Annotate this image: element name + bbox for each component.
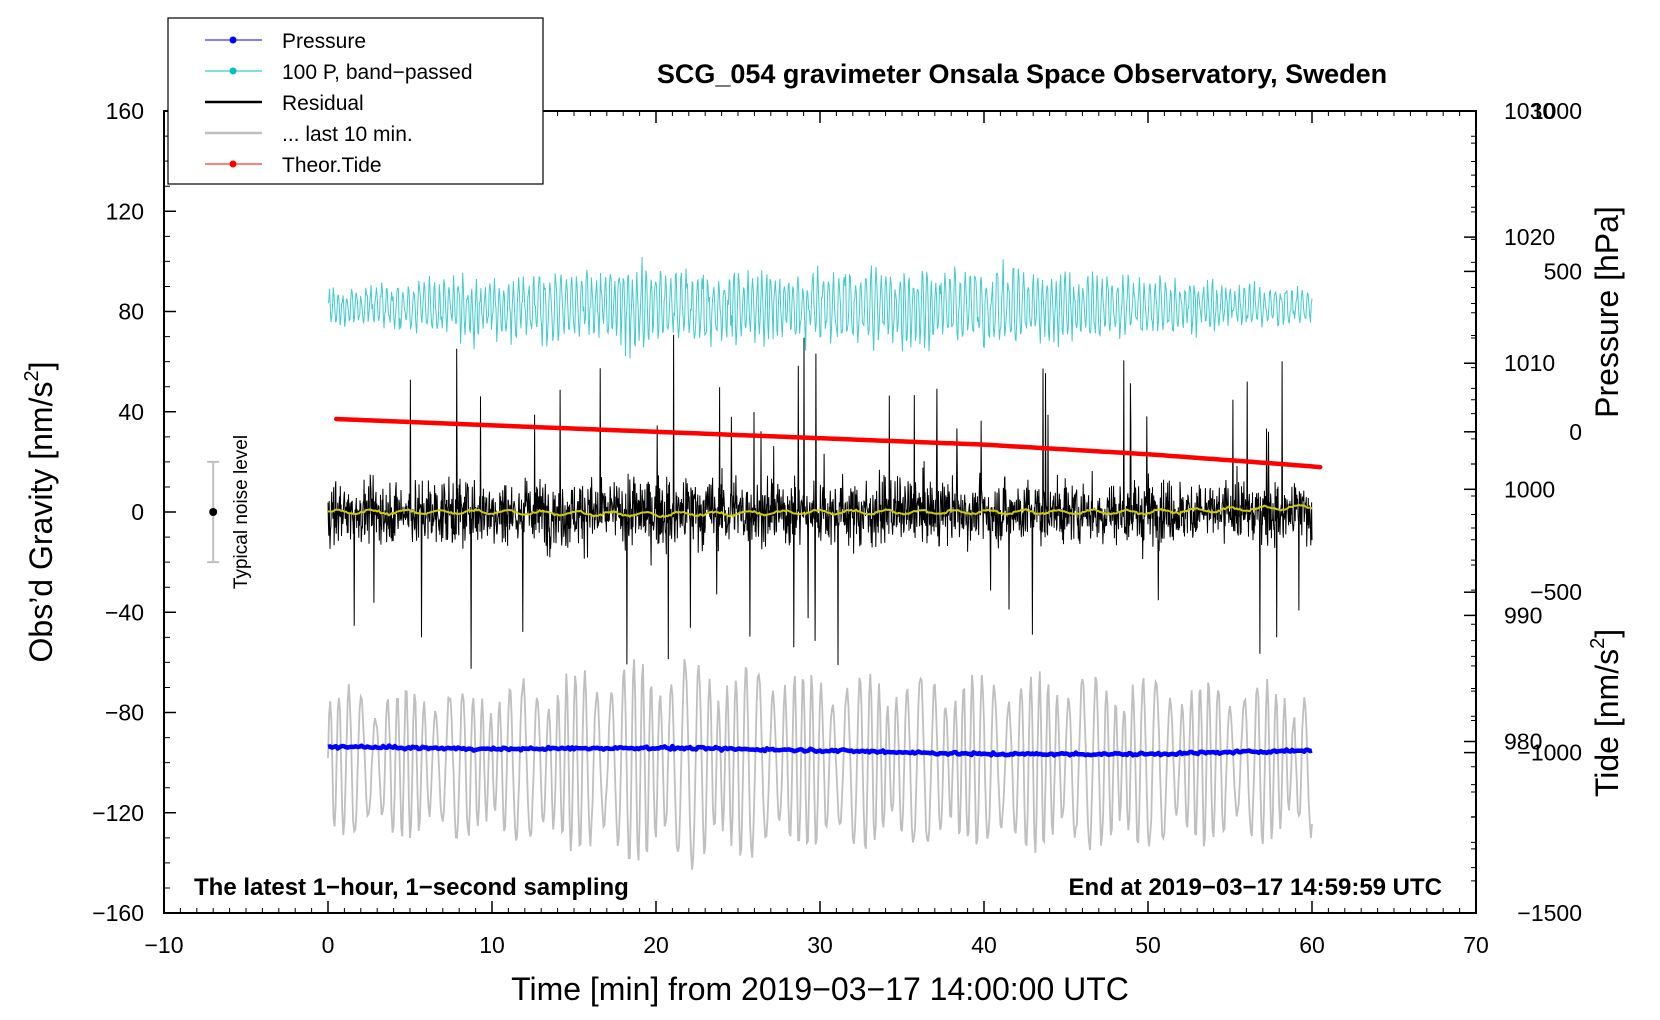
x-tick-label: 20 <box>643 932 669 958</box>
tide-tick-label: −1500 <box>1517 900 1582 926</box>
tide-axis-title-main: Tide [nm/s <box>1589 649 1625 797</box>
chart-title: SCG_054 gravimeter Onsala Space Observat… <box>657 59 1387 89</box>
legend-label: 100 P, band−passed <box>282 61 473 84</box>
annotation-sampling: The latest 1−hour, 1−second sampling <box>194 874 629 901</box>
pressure-tick-label: 990 <box>1504 602 1542 628</box>
legend-label: Pressure <box>282 30 366 53</box>
series-band-passed <box>327 256 1313 359</box>
x-tick-label: 40 <box>971 932 997 958</box>
noise-indicator: Typical noise level <box>207 435 252 589</box>
x-axis-ticks: −10 0 10 20 30 40 50 60 70 <box>144 111 1489 958</box>
y-axis-ticks: 160 120 80 40 0 −40 −80 −120 −160 <box>92 98 176 926</box>
x-tick-label: 70 <box>1463 932 1489 958</box>
x-tick-label: 10 <box>479 932 505 958</box>
legend-marker <box>229 36 237 44</box>
y-axis-title: Obs’d Gravity [nm/s2] <box>21 362 59 663</box>
y-axis-title-main: Obs’d Gravity [nm/s <box>23 382 59 663</box>
pressure-tick-label: 1010 <box>1504 350 1555 376</box>
tide-axis-title-close: ] <box>1589 629 1625 638</box>
x-tick-label: 50 <box>1135 932 1161 958</box>
pressure-tick-label: 1000 <box>1504 476 1555 502</box>
tide-tick-label: 0 <box>1569 419 1582 445</box>
legend-marker <box>229 67 237 75</box>
pressure-tick-label: 1020 <box>1504 224 1555 250</box>
y-axis-title-close: ] <box>23 362 59 371</box>
series-last-10-min <box>327 659 1313 870</box>
tide-tick-label: −500 <box>1530 579 1582 605</box>
series-residual-smoothed <box>327 503 1313 519</box>
series-layer <box>327 256 1323 870</box>
y-tick-label: 160 <box>106 98 144 124</box>
tide-tick-label: 1000 <box>1531 98 1582 124</box>
x-tick-label: −10 <box>144 932 183 958</box>
noise-label: Typical noise level <box>231 435 252 589</box>
y-tick-label: −40 <box>105 599 144 625</box>
pressure-axis-ticks: 1030 1020 1010 1000 990 980 <box>1464 98 1555 755</box>
y-tick-label: −160 <box>92 900 144 926</box>
legend-label: ... last 10 min. <box>282 123 413 146</box>
pressure-tick-label: 980 <box>1504 729 1542 755</box>
y-tick-label: 80 <box>118 299 144 325</box>
x-tick-label: 30 <box>807 932 833 958</box>
y-tick-label: −120 <box>92 800 144 826</box>
y-tick-label: 40 <box>118 399 144 425</box>
legend: Pressure 100 P, band−passed Residual ... la… <box>167 17 544 185</box>
tide-tick-label: −1000 <box>1517 740 1582 766</box>
noise-bar-center <box>209 508 218 516</box>
annotation-end-time: End at 2019−03−17 14:59:59 UTC <box>1068 874 1442 901</box>
tide-axis-title: Tide [nm/s2] <box>1587 629 1625 797</box>
series-pressure <box>327 743 1313 758</box>
tide-axis-title-sup: 2 <box>1587 638 1609 649</box>
x-axis-title: Time [min] from 2019−03−17 14:00:00 UTC <box>511 971 1129 1007</box>
pressure-tick-label: 1030 <box>1504 98 1555 124</box>
y-tick-label: 0 <box>131 499 144 525</box>
legend-marker <box>229 160 237 168</box>
series-residual <box>327 334 1313 669</box>
tide-axis-ticks: 1000 500 0 −500 −1000 −1500 <box>1464 98 1582 926</box>
x-tick-label: 60 <box>1299 932 1325 958</box>
y-tick-label: 120 <box>106 198 144 224</box>
y-tick-label: −80 <box>105 700 144 726</box>
y-axis-title-sup: 2 <box>21 370 43 381</box>
tide-tick-label: 500 <box>1544 258 1582 284</box>
legend-label: Theor.Tide <box>282 154 382 177</box>
series-theor-tide <box>333 416 1323 470</box>
x-tick-label: 0 <box>322 932 335 958</box>
legend-label: Residual <box>282 92 364 115</box>
pressure-axis-title: Pressure [hPa] <box>1589 206 1625 418</box>
